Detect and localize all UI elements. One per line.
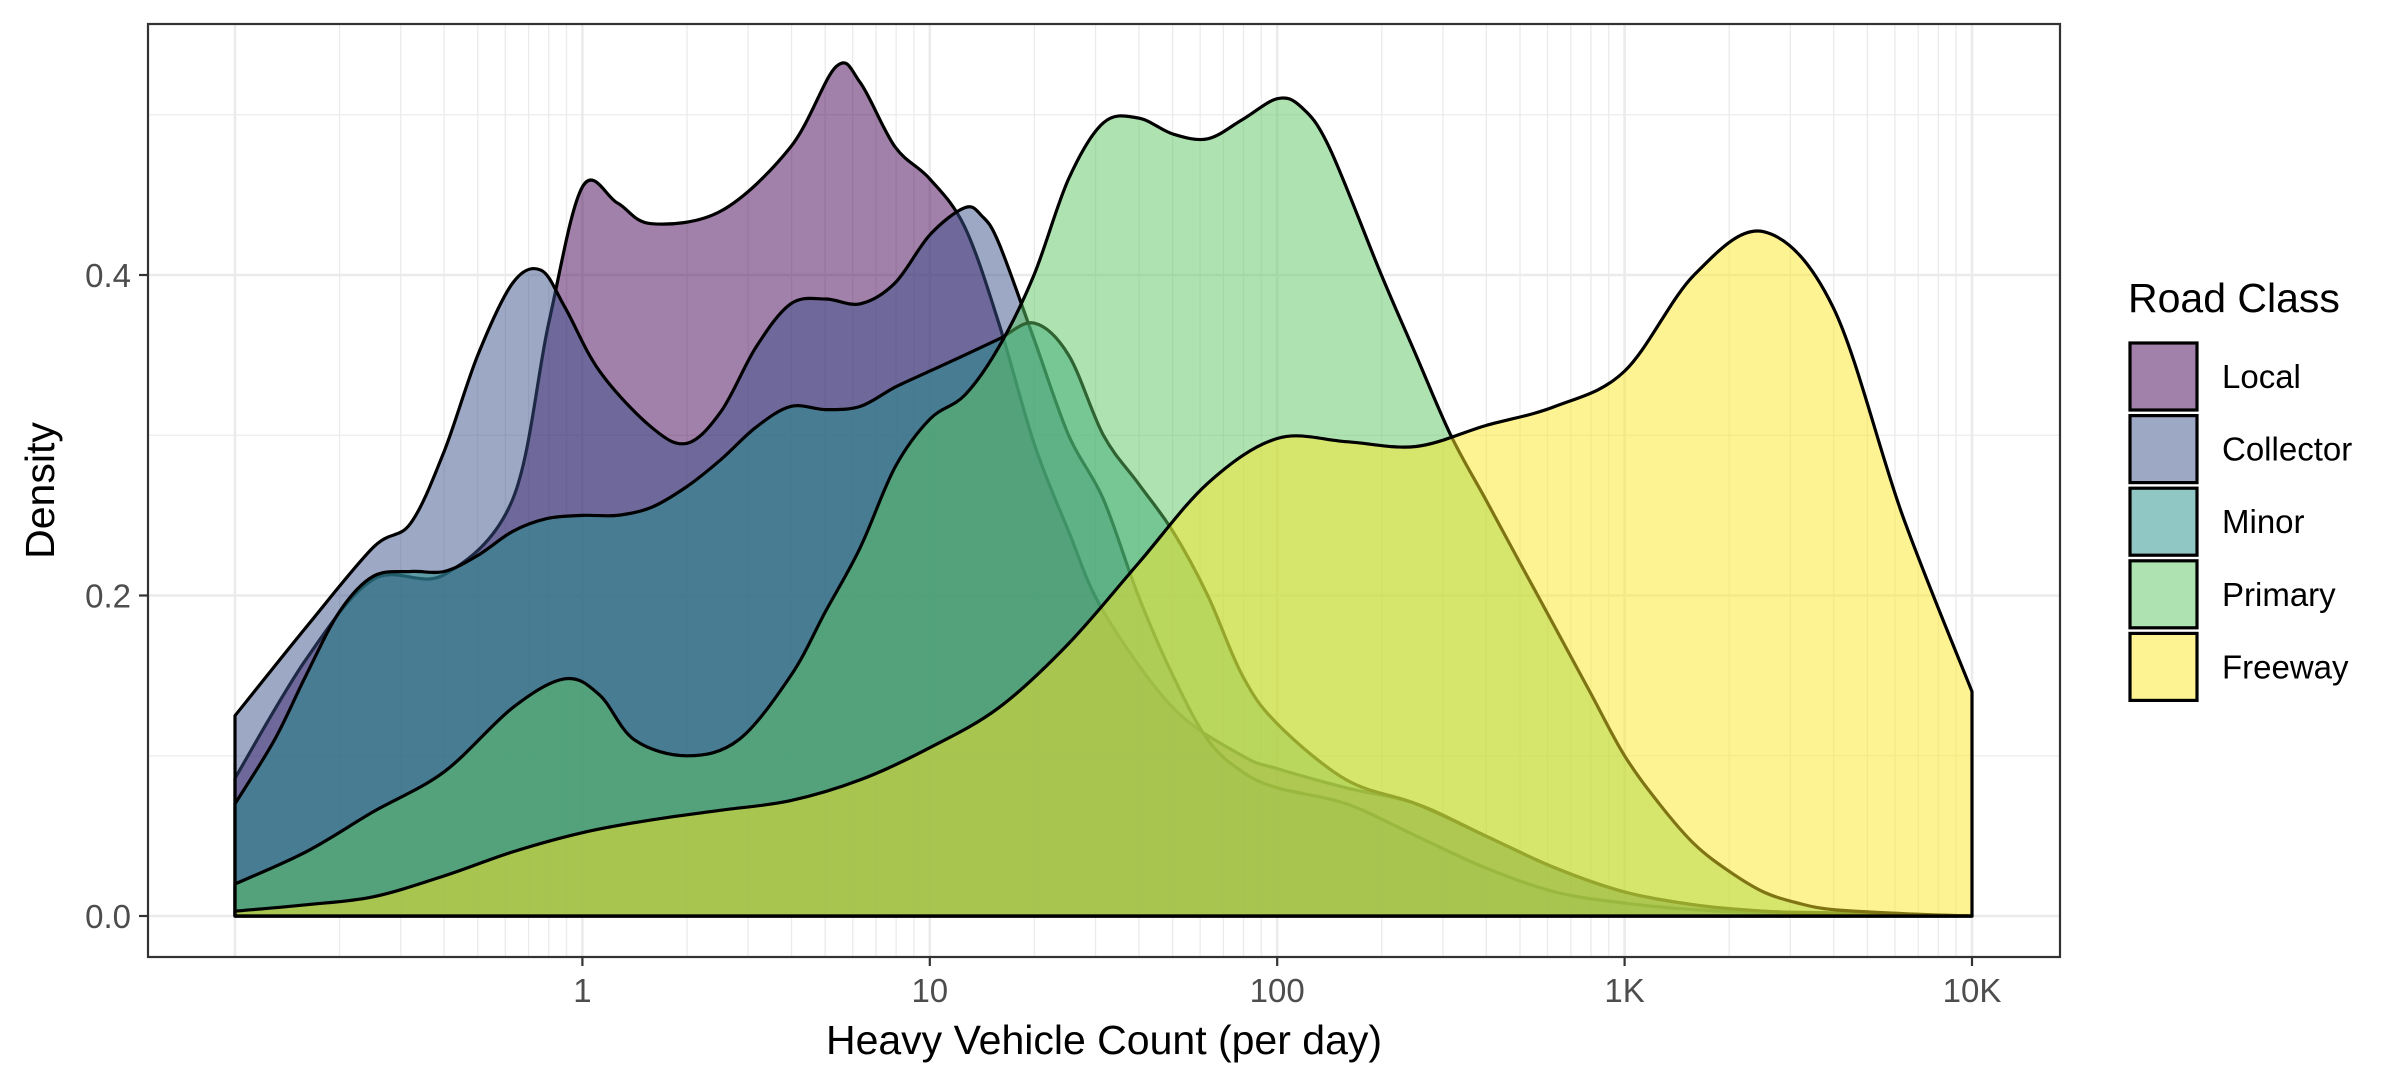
legend-swatch-freeway [2128, 631, 2199, 703]
legend-item-freeway: Freeway [2128, 631, 2349, 703]
legend-label-local: Local [2222, 358, 2301, 395]
x-axis-title: Heavy Vehicle Count (per day) [826, 1017, 1382, 1063]
x-tick-label: 10 [911, 972, 948, 1009]
x-tick-label: 1 [573, 972, 591, 1009]
legend-swatch-collector [2128, 414, 2199, 485]
legend-swatch-minor [2128, 486, 2199, 557]
y-tick-label: 0.4 [85, 257, 131, 294]
x-axis: 1 10 100 1K 10K [573, 957, 2001, 1009]
legend-swatch-primary [2128, 559, 2199, 630]
legend-item-local: Local [2128, 341, 2301, 412]
legend-swatch-local [2128, 341, 2199, 412]
x-tick-label: 100 [1250, 972, 1305, 1009]
y-tick-label: 0.0 [85, 898, 131, 935]
y-axis: 0.0 0.2 0.4 [85, 257, 148, 935]
legend-label-freeway: Freeway [2222, 648, 2349, 685]
x-tick-label: 10K [1943, 972, 2002, 1009]
legend-label-collector: Collector [2222, 431, 2352, 468]
legend-title: Road Class [2128, 275, 2340, 321]
legend-items: Local Collector Minor Primary Freeway [2128, 341, 2352, 703]
panel-border [146, 22, 2062, 959]
legend-item-primary: Primary [2128, 559, 2336, 630]
legend-label-minor: Minor [2222, 503, 2305, 540]
y-tick-label: 0.2 [85, 578, 131, 615]
density-area-freeway [233, 229, 1974, 918]
plot-panel [146, 22, 2062, 959]
legend-label-primary: Primary [2222, 576, 2336, 613]
density-areas [233, 61, 1974, 918]
legend: Road Class Local Collector Minor Primary Fre… [2128, 275, 2352, 703]
legend-item-minor: Minor [2128, 486, 2305, 557]
legend-item-collector: Collector [2128, 414, 2352, 485]
y-axis-title: Density [17, 422, 63, 559]
x-tick-label: 1K [1604, 972, 1644, 1009]
